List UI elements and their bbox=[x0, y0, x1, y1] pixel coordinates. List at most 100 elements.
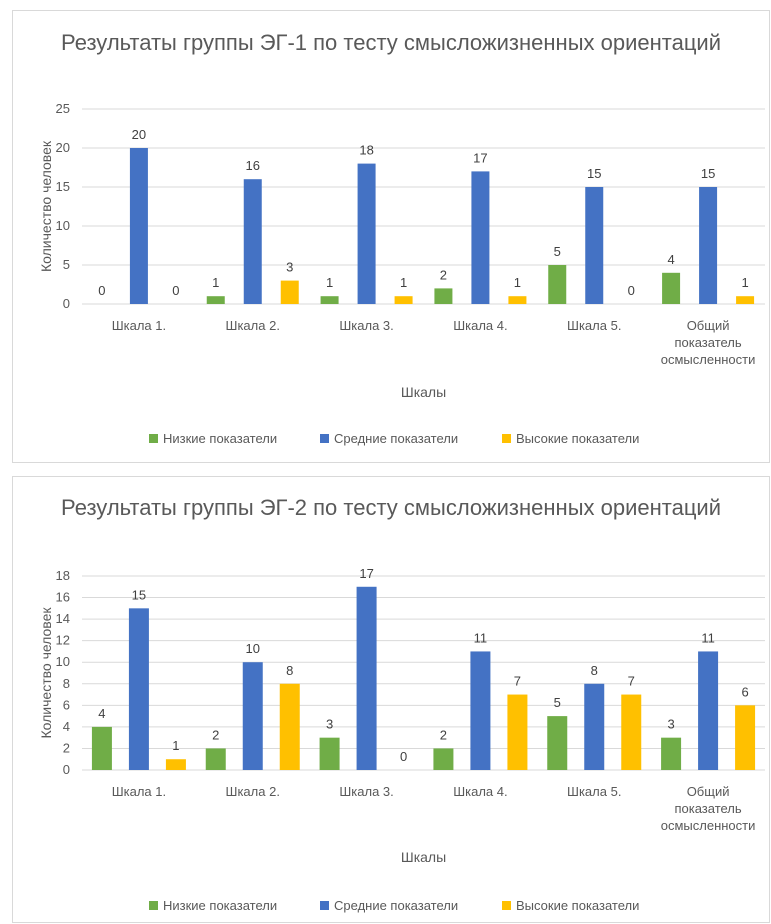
bar bbox=[508, 296, 527, 304]
data-label: 4 bbox=[98, 706, 105, 721]
x-tick-label: Общий bbox=[687, 318, 730, 333]
y-tick-label: 10 bbox=[56, 654, 70, 669]
data-label: 15 bbox=[132, 587, 146, 602]
y-tick-label: 18 bbox=[56, 568, 70, 583]
x-tick-label: показатель bbox=[674, 335, 741, 350]
legend-swatch bbox=[149, 901, 158, 910]
x-tick-label: Шкала 1. bbox=[112, 784, 166, 799]
data-label: 11 bbox=[701, 630, 715, 645]
bar bbox=[280, 280, 299, 304]
bar bbox=[91, 726, 112, 770]
data-label: 20 bbox=[132, 127, 146, 142]
data-label: 15 bbox=[587, 166, 601, 181]
bar bbox=[165, 759, 186, 770]
y-axis-title: Количество человек bbox=[38, 607, 54, 739]
data-label: 18 bbox=[359, 143, 373, 158]
bar bbox=[507, 694, 528, 770]
bar bbox=[470, 651, 491, 770]
data-label: 15 bbox=[701, 166, 715, 181]
x-axis-title: Шкалы bbox=[401, 849, 446, 865]
bar bbox=[585, 187, 604, 304]
bar bbox=[661, 737, 682, 770]
data-label: 17 bbox=[359, 566, 373, 581]
data-label: 3 bbox=[326, 717, 333, 732]
data-label: 0 bbox=[98, 283, 105, 298]
bar bbox=[471, 171, 490, 304]
data-label: 7 bbox=[514, 674, 521, 689]
bar bbox=[621, 694, 642, 770]
bar bbox=[128, 608, 149, 770]
y-tick-label: 8 bbox=[63, 676, 70, 691]
y-tick-label: 2 bbox=[63, 740, 70, 755]
chart-panel-eg1: Результаты группы ЭГ-1 по тесту смысложи… bbox=[12, 10, 770, 463]
bar bbox=[699, 187, 718, 304]
x-tick-label: Шкала 3. bbox=[339, 784, 393, 799]
bar bbox=[548, 265, 567, 304]
bar bbox=[394, 296, 413, 304]
legend-label: Высокие показатели bbox=[516, 898, 639, 913]
x-tick-label: Шкала 3. bbox=[339, 318, 393, 333]
x-tick-label: Шкала 5. bbox=[567, 318, 621, 333]
data-label: 4 bbox=[667, 252, 674, 267]
y-tick-label: 12 bbox=[56, 633, 70, 648]
bar bbox=[662, 272, 681, 304]
data-label: 1 bbox=[400, 275, 407, 290]
data-label: 0 bbox=[628, 283, 635, 298]
bar bbox=[279, 683, 300, 770]
legend-swatch bbox=[502, 901, 511, 910]
y-tick-label: 14 bbox=[56, 611, 70, 626]
data-label: 3 bbox=[667, 717, 674, 732]
bar bbox=[129, 148, 148, 304]
x-tick-label: Общий bbox=[687, 784, 730, 799]
data-label: 0 bbox=[400, 749, 407, 764]
bar bbox=[547, 716, 568, 770]
data-label: 16 bbox=[246, 158, 260, 173]
data-label: 1 bbox=[741, 275, 748, 290]
x-tick-label: показатель bbox=[674, 801, 741, 816]
y-tick-label: 4 bbox=[63, 719, 70, 734]
bar bbox=[433, 748, 454, 770]
chart-title: Результаты группы ЭГ-1 по тесту смысложи… bbox=[61, 30, 721, 55]
bar bbox=[584, 683, 605, 770]
bar bbox=[320, 296, 339, 304]
legend-swatch bbox=[320, 434, 329, 443]
data-label: 2 bbox=[212, 727, 219, 742]
y-tick-label: 20 bbox=[56, 140, 70, 155]
data-label: 10 bbox=[246, 641, 260, 656]
y-tick-label: 16 bbox=[56, 590, 70, 605]
x-tick-label: Шкала 2. bbox=[226, 318, 280, 333]
data-label: 1 bbox=[326, 275, 333, 290]
legend-label: Средние показатели bbox=[334, 431, 458, 446]
legend-swatch bbox=[502, 434, 511, 443]
y-tick-label: 10 bbox=[56, 218, 70, 233]
data-label: 8 bbox=[591, 663, 598, 678]
y-tick-label: 5 bbox=[63, 257, 70, 272]
data-label: 8 bbox=[286, 663, 293, 678]
data-label: 11 bbox=[474, 630, 488, 645]
data-label: 7 bbox=[628, 674, 635, 689]
y-tick-label: 0 bbox=[63, 762, 70, 777]
x-axis-title: Шкалы bbox=[401, 384, 446, 400]
bar bbox=[206, 296, 225, 304]
x-tick-label: Шкала 5. bbox=[567, 784, 621, 799]
y-tick-label: 25 bbox=[56, 101, 70, 116]
legend-label: Низкие показатели bbox=[163, 431, 277, 446]
y-tick-label: 0 bbox=[63, 296, 70, 311]
y-tick-label: 15 bbox=[56, 179, 70, 194]
x-tick-label: Шкала 4. bbox=[453, 318, 507, 333]
bar bbox=[434, 288, 453, 304]
legend-label: Средние показатели bbox=[334, 898, 458, 913]
bar bbox=[698, 651, 719, 770]
chart-title: Результаты группы ЭГ-2 по тесту смысложи… bbox=[61, 495, 721, 520]
chart-panel-eg2: Результаты группы ЭГ-2 по тесту смысложи… bbox=[12, 476, 770, 923]
data-label: 2 bbox=[440, 267, 447, 282]
bar-chart-eg2: 0 2 4 6 8 10 12 14 16 18 4 15 1 Шкала 1. 2 10 8 Шкала 2. 3… bbox=[38, 566, 765, 913]
x-tick-label: Шкала 2. bbox=[226, 784, 280, 799]
data-label: 2 bbox=[440, 727, 447, 742]
data-label: 6 bbox=[741, 684, 748, 699]
data-label: 1 bbox=[172, 738, 179, 753]
legend-label: Низкие показатели bbox=[163, 898, 277, 913]
x-tick-label: Шкала 4. bbox=[453, 784, 507, 799]
x-tick-label: осмысленности bbox=[661, 352, 756, 367]
